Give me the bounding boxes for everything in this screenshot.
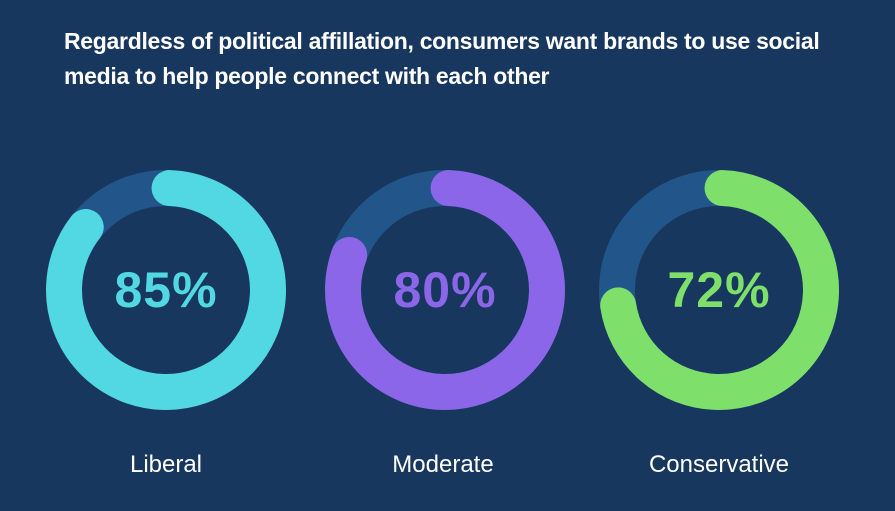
donut-value: 72%: [667, 262, 771, 318]
donut-liberal: 85%: [44, 168, 288, 412]
donut-value: 85%: [114, 262, 218, 318]
donut-label: Liberal: [129, 451, 203, 478]
donut-ring-icon: [325, 170, 565, 410]
donut-label: Moderate: [392, 451, 494, 478]
donut-label: Conservative: [648, 451, 790, 478]
donut-value: 80%: [393, 262, 497, 318]
chart-title: Regardless of political affillation, con…: [64, 28, 820, 89]
donut-conservative: 72%: [597, 168, 841, 412]
donut-moderate: 80%: [323, 168, 567, 412]
donut-ring-icon: [45, 170, 286, 410]
donut-ring-icon: [599, 170, 839, 410]
